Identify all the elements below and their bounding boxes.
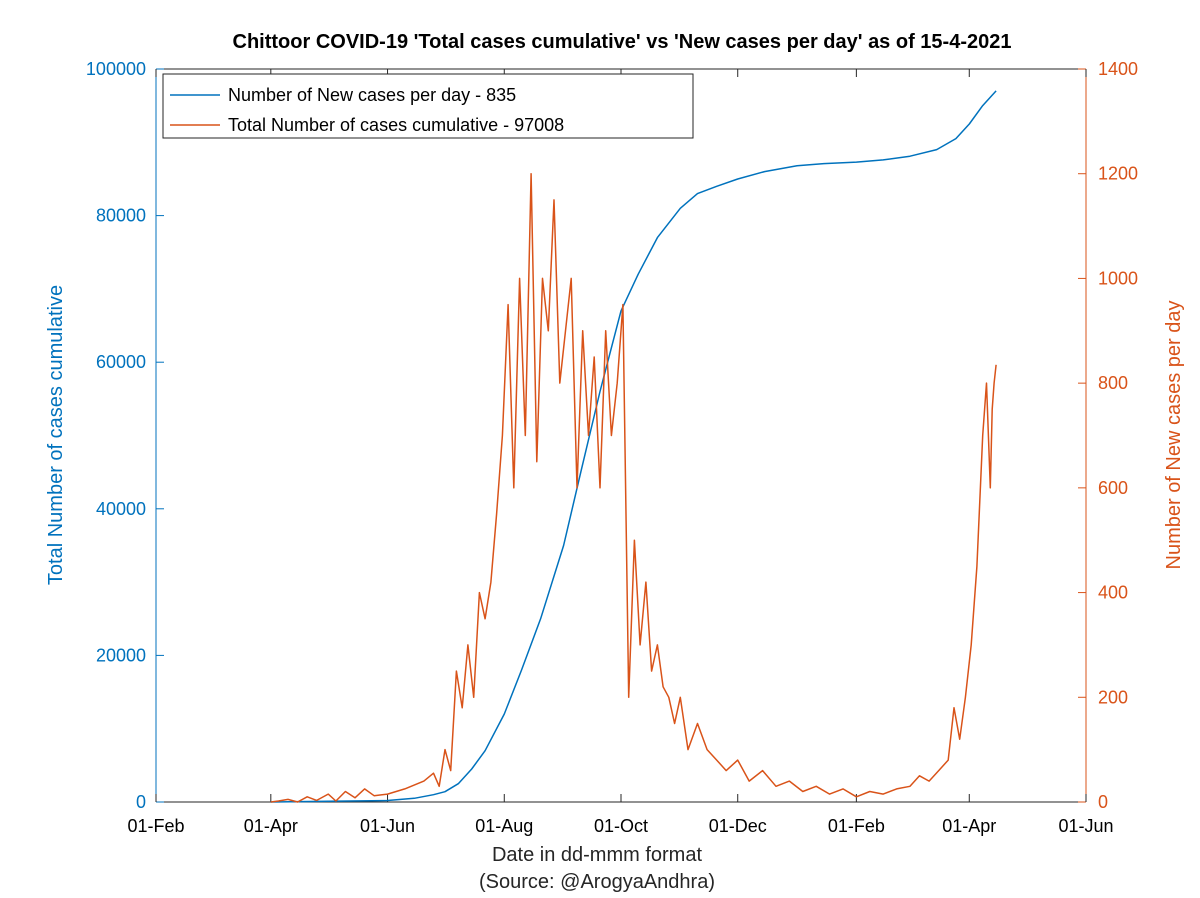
legend-label-new-cases: Number of New cases per day - 835	[228, 85, 516, 105]
x-axis-ticks: 01-Feb 01-Apr 01-Jun 01-Aug 01-Oct 01-Dec 01-F…	[127, 69, 1114, 836]
left-axis-ticks: 0 20000 40000 60000 80000 100000	[86, 59, 164, 812]
legend: Number of New cases per day - 835 Total …	[162, 73, 694, 139]
right-tick-label: 1400	[1098, 59, 1138, 79]
x-axis-source-label: (Source: @ArogyaAndhra)	[479, 871, 715, 893]
series-layer	[270, 90, 997, 803]
series-line-new-cases	[270, 172, 997, 803]
y-axis-right-label: Number of New cases per day	[1163, 300, 1185, 569]
x-tick-label: 01-Dec	[709, 816, 767, 836]
x-tick-label: 01-Oct	[594, 816, 648, 836]
chart-title: Chittoor COVID-19 'Total cases cumulativ…	[233, 31, 1012, 53]
left-tick-label: 40000	[96, 499, 146, 519]
right-tick-label: 400	[1098, 583, 1128, 603]
right-tick-label: 1200	[1098, 164, 1138, 184]
left-tick-label: 0	[136, 792, 146, 812]
legend-label-total-cases: Total Number of cases cumulative - 97008	[228, 115, 564, 135]
right-tick-label: 600	[1098, 478, 1128, 498]
right-tick-label: 0	[1098, 792, 1108, 812]
left-tick-label: 100000	[86, 59, 146, 79]
right-tick-label: 800	[1098, 373, 1128, 393]
x-tick-label: 01-Apr	[942, 816, 996, 836]
left-tick-label: 20000	[96, 645, 146, 665]
right-tick-label: 1000	[1098, 268, 1138, 288]
right-tick-label: 200	[1098, 687, 1128, 707]
x-tick-label: 01-Feb	[828, 816, 885, 836]
x-tick-label: 01-Jun	[360, 816, 415, 836]
x-tick-label: 01-Feb	[127, 816, 184, 836]
x-tick-label: 01-Apr	[244, 816, 298, 836]
right-axis-ticks: 0 200 400 600 800 1000 1200 1400	[1078, 59, 1138, 812]
y-axis-left-label: Total Number of cases cumulative	[45, 285, 67, 585]
series-line-cumulative	[270, 90, 997, 803]
x-axis-label: Date in dd-mmm format	[492, 844, 702, 866]
x-tick-label: 01-Jun	[1058, 816, 1113, 836]
left-tick-label: 80000	[96, 206, 146, 226]
x-tick-label: 01-Aug	[475, 816, 533, 836]
left-tick-label: 60000	[96, 352, 146, 372]
legend-box	[162, 73, 694, 139]
